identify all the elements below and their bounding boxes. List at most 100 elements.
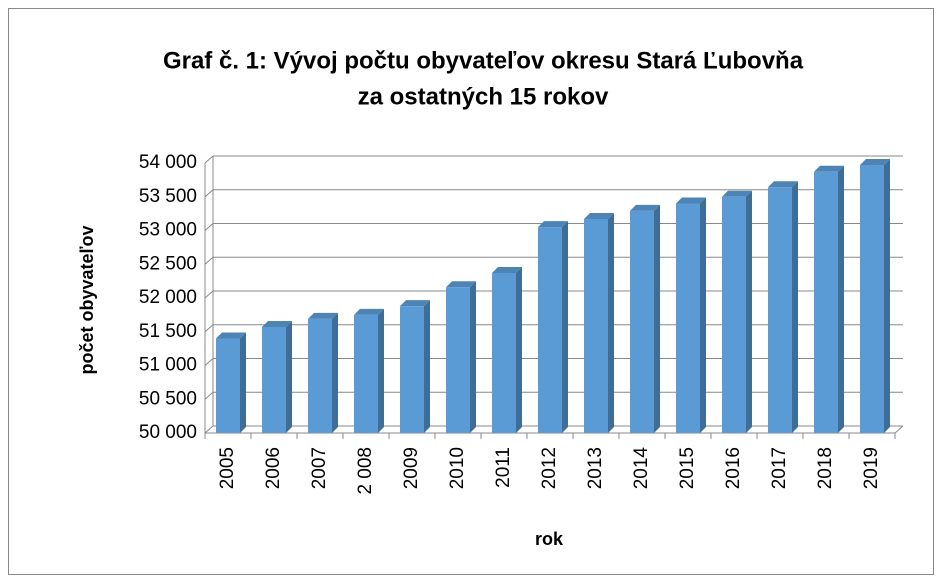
bar-front [446,287,470,433]
y-tick-label: 50 000 [139,422,197,443]
axis-line [894,425,904,434]
grid-line [204,223,214,231]
y-tick-label: 53 000 [139,220,197,241]
grid-line [204,189,214,198]
grid-line [204,155,214,164]
chart-title: za ostatných 15 rokov [358,83,609,110]
grid-line [204,391,214,400]
chart-title: Graf č. 1: Vývoj počtu obyvateľov okresu… [163,47,804,74]
bar-side [516,267,522,433]
x-tick-label: 2012 [539,447,560,489]
bar-side [608,213,614,433]
bar-front [400,306,424,433]
bar [584,213,614,433]
y-tick-label: 53 500 [139,186,197,207]
y-tick-label: 51 000 [139,355,197,376]
x-tick-label: 2006 [263,447,284,489]
bar [446,281,476,433]
x-tick-label: 2018 [815,447,836,489]
x-tick-label: 2014 [631,447,652,490]
x-tick-label: 2016 [723,447,744,489]
bar-front [584,219,608,433]
bar [354,308,384,433]
x-tick-label: 2017 [769,447,790,489]
bar [630,204,660,433]
bar-side [424,300,430,433]
y-tick-label: 52 500 [139,253,197,274]
bar-top [308,312,338,319]
x-tick-label: 2010 [447,447,468,489]
bar-top [768,181,798,188]
x-tick-label: 2015 [677,447,698,489]
bar-front [308,318,332,433]
grid-line [204,358,214,366]
bar-top [400,300,430,307]
y-tick-label: 52 000 [139,287,197,308]
bar-top [216,332,246,339]
bar-top [814,165,844,172]
bar-side [654,204,660,433]
bar-front [262,327,286,433]
bar [722,190,752,433]
grid-line [204,256,214,265]
bar-side [884,159,890,433]
y-tick-label: 50 500 [139,388,197,409]
bar [860,159,890,433]
bar-front [676,203,700,433]
bar-top [584,213,614,220]
bar-side [470,281,476,433]
bar-side [286,321,292,433]
bar-top [722,190,752,197]
x-tick-label: 2011 [493,447,514,488]
x-tick-label: 2005 [217,447,238,489]
x-tick-label: 2013 [585,447,606,489]
x-tick-label: 2009 [401,447,422,489]
bar [262,321,292,433]
bar-front [814,171,838,433]
bar-top [538,221,568,228]
grid-line [204,290,214,299]
bar-front [768,187,792,433]
bar-side [562,221,568,433]
bar-side [838,165,844,433]
bar-top [354,308,384,315]
bar-top [446,281,476,288]
bar-side [792,181,798,433]
y-axis-title: počet obyvateľov [77,226,97,375]
bar [308,312,338,433]
x-tick-label: 2007 [309,447,330,489]
bar-top [860,159,890,166]
bar-front [722,196,746,433]
bar [216,332,246,433]
bar-front [216,338,240,433]
bar-top [262,321,292,328]
bar [400,300,430,433]
bar-top [676,197,706,204]
x-axis-title: rok [535,529,564,549]
grid-line [204,324,214,333]
bar-side [700,197,706,433]
bar-front [630,210,654,433]
bar [814,165,844,433]
grid-line [204,425,214,434]
x-tick-label: 2019 [861,447,882,489]
bar [538,221,568,433]
y-tick-label: 54 000 [139,152,197,173]
bar [676,197,706,433]
bar-side [332,312,338,433]
bar-side [746,190,752,433]
bar [492,267,522,433]
bar-side [378,308,384,433]
bar-front [354,314,378,433]
bar-top [630,204,660,211]
bar-front [538,227,562,433]
bar-front [860,165,884,433]
bar [768,181,798,433]
bar-top [492,267,522,274]
y-tick-label: 51 500 [139,321,197,342]
x-tick-label: 2 008 [355,447,376,495]
bar-front [492,273,516,433]
bar-side [240,332,246,433]
